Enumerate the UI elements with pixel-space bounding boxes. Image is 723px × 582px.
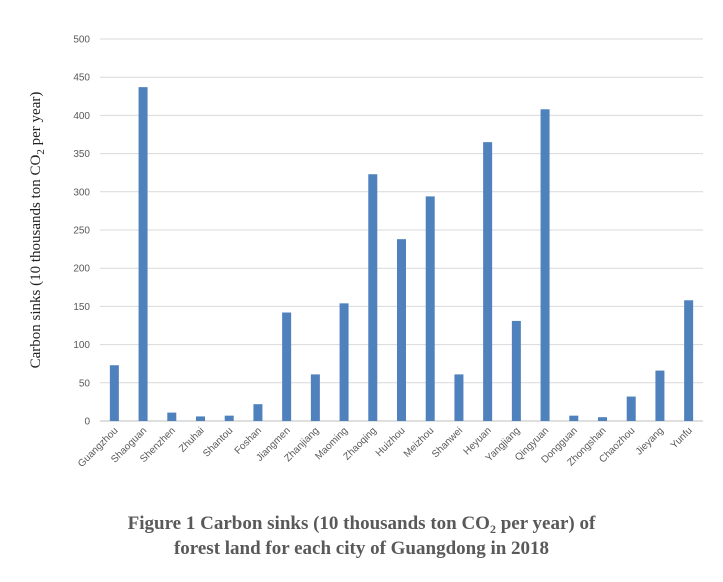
y-axis-label-subscript: 2	[35, 149, 47, 155]
y-axis-ticks: 0 50 100 150 200 250 300 350 400 450 500	[73, 35, 90, 428]
bar-huizhou	[397, 239, 406, 421]
x-tick-label-shanwei: Shanwei	[430, 425, 465, 460]
y-tick-label: 200	[73, 264, 90, 275]
bar-zhongshan	[598, 417, 607, 421]
y-axis-label-text: Carbon sinks (10 thousands ton CO	[28, 154, 44, 368]
y-tick-label: 450	[73, 73, 90, 84]
bar-maoming	[339, 303, 349, 421]
bar-qingyuan	[540, 109, 550, 422]
y-tick-label: 500	[73, 35, 90, 46]
bar-zhuhai	[196, 416, 205, 421]
bar-meizhou	[425, 196, 435, 421]
y-tick-label: 50	[79, 378, 91, 389]
y-tick-label: 0	[84, 417, 90, 428]
y-tick-label: 250	[73, 226, 90, 237]
bar-shantou	[224, 415, 234, 421]
bar-guangzhou	[109, 365, 119, 421]
y-axis-label-text-end: per year)	[28, 92, 44, 149]
bar-shenzhen	[167, 412, 177, 421]
bar-foshan	[253, 404, 263, 421]
figure-caption-line-2: forest land for each city of Guangdong i…	[173, 538, 550, 559]
x-tick-label-yunfu: Yunfu	[669, 425, 695, 451]
bars	[109, 87, 694, 422]
bar-zhaoqing	[368, 174, 378, 421]
bar-dongguan	[569, 415, 579, 421]
bar-jiangmen	[282, 312, 292, 421]
bar-yangjiang	[511, 320, 521, 421]
bar-heyuan	[483, 142, 493, 421]
caption-text-end: per year) of	[495, 513, 596, 534]
caption-text: Figure 1 Carbon sinks (10 thousands ton …	[127, 513, 490, 534]
bar-yunfu	[684, 300, 694, 421]
figure-caption-line-1: Figure 1 Carbon sinks (10 thousands ton …	[0, 512, 723, 541]
y-tick-label: 100	[73, 340, 90, 351]
y-axis-label: Carbon sinks (10 thousands ton CO2 per y…	[28, 92, 47, 369]
bar-jieyang	[655, 370, 665, 421]
y-tick-label: 150	[73, 302, 90, 313]
y-tick-label: 300	[73, 187, 90, 198]
y-tick-label: 350	[73, 149, 90, 160]
bar-chaozhou	[626, 396, 636, 421]
bar-zhanjiang	[310, 374, 320, 421]
x-tick-label-shantou: Shantou	[201, 425, 235, 459]
x-tick-label-jieyang: Jieyang	[634, 425, 666, 457]
bar-shanwei	[454, 374, 464, 421]
bar-chart: 0 50 100 150 200 250 300 350 400 450 500 Guangzhou…	[28, 35, 703, 470]
y-tick-label: 400	[73, 111, 90, 122]
bar-shaoguan	[138, 87, 148, 421]
caption-subscript: 2	[489, 522, 496, 536]
